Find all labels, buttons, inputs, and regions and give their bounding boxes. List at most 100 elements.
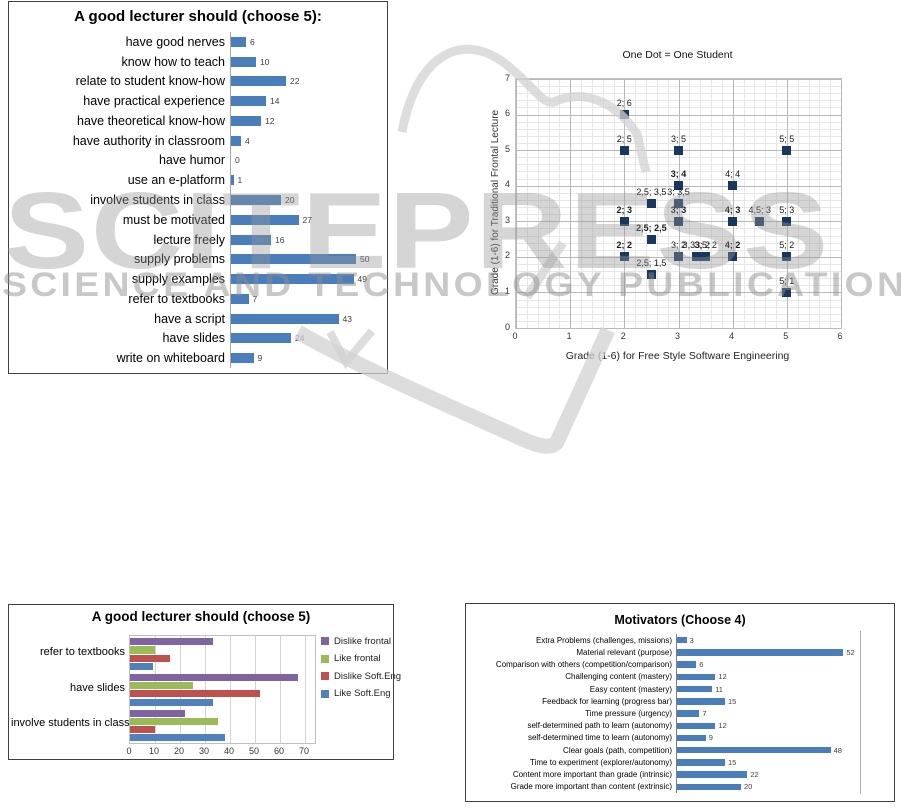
gridline-minor-v <box>808 79 810 328</box>
bar <box>231 175 234 186</box>
x-tick-label: 40 <box>223 746 234 756</box>
point-label: 2; 3 <box>616 204 633 215</box>
category-label: Grade more important than content (extri… <box>510 782 672 792</box>
category-label: write on whiteboard <box>116 351 225 366</box>
gridline-v <box>155 636 156 743</box>
value-label: 4 <box>245 135 250 146</box>
bar-row: Grade more important than content (extri… <box>472 780 888 794</box>
bar-track: 22 <box>676 768 888 781</box>
bar-track: 15 <box>676 695 888 708</box>
category-label: have humor <box>158 153 225 168</box>
value-label: 3 <box>689 635 694 645</box>
point-label: 3; 5 <box>670 133 686 144</box>
value-label: 7 <box>252 293 258 304</box>
bar <box>231 135 241 146</box>
legend-swatch <box>321 637 329 645</box>
gridline-major-v <box>570 79 572 328</box>
scatter-point <box>646 270 656 280</box>
scatter-point <box>691 252 701 262</box>
point-label: 4; 2 <box>724 240 741 251</box>
point-label: 2,5; 2,5 <box>636 222 667 233</box>
category-label: use an e-platform <box>127 173 225 188</box>
bar <box>130 662 153 670</box>
bar-track: 20 <box>676 780 888 794</box>
gridline-minor-v <box>548 79 550 328</box>
bar-row: self-determined time to learn (autonomy)… <box>472 731 888 745</box>
category-label: involve students in class <box>90 193 225 207</box>
legend-item: Like frontal <box>321 653 401 664</box>
value-label: 12 <box>718 721 727 731</box>
point-label: 5; 3 <box>779 204 795 215</box>
point-label: 4; 4 <box>725 169 741 180</box>
bar-row: have theoretical know-how 12 <box>13 111 379 131</box>
bar-track: 12 <box>676 670 888 683</box>
gridline-major-v <box>624 79 626 328</box>
y-tick-label: 3 <box>504 214 510 225</box>
value-label: 24 <box>295 333 305 344</box>
x-tick-label: 4 <box>729 331 735 341</box>
category-label: have theoretical know-how <box>77 113 225 128</box>
category-label: have authority in classroom <box>72 133 225 148</box>
legend-swatch <box>321 672 329 680</box>
chart2-plot-area: 2; 6 2; 5 3; 5 5; 5 3; 4 4; 4 2,5; 3,5 3; 3,5 2;… <box>515 78 842 329</box>
bar-track: 7 <box>230 288 379 309</box>
gridline-minor-v <box>721 79 723 328</box>
category-label: have practical experience <box>83 94 225 109</box>
bar-row: Time to experiment (explorer/autonomy) 15 <box>472 756 888 769</box>
category-label: Challenging content (mastery) <box>565 672 672 682</box>
scatter-point <box>619 252 629 262</box>
scatter-point <box>646 234 656 244</box>
chart4-plot-area: Extra Problems (challenges, missions) 3 Ma… <box>472 634 888 794</box>
bar-track: 50 <box>230 249 379 270</box>
legend-item: Like Soft.Eng <box>321 688 401 699</box>
bar-track: 9 <box>230 348 379 369</box>
gridline-v <box>305 636 306 743</box>
bar-track: 22 <box>230 71 379 92</box>
bar-row: Clear goals (path, competition) 48 <box>472 744 888 757</box>
bar <box>130 725 155 734</box>
point-label: 3; 4 <box>670 169 687 180</box>
gridline-minor-v <box>602 79 604 328</box>
bar-row: supply problems 50 <box>13 249 379 270</box>
bar-row: Feedback for learning (progress bar) 15 <box>472 695 888 708</box>
scatter-point <box>782 145 792 155</box>
bar-track: 0 <box>230 150 379 171</box>
value-label: 9 <box>708 733 713 743</box>
x-tick-label: 2 <box>620 331 626 341</box>
gridline-minor-v <box>656 79 658 328</box>
bar <box>130 682 193 690</box>
point-label: 3; 3 <box>670 204 687 215</box>
scatter-point <box>728 181 738 191</box>
point-label: 5; 1 <box>779 275 795 286</box>
scatter-point <box>728 216 738 226</box>
bar <box>677 746 831 754</box>
bar-track: 12 <box>230 111 379 131</box>
x-tick-label: 1 <box>566 331 572 341</box>
value-label: 1 <box>237 175 243 186</box>
chart3-legend: Dislike frontal Like frontal Dislike Soft.… <box>321 636 401 706</box>
chart4-plot-right-border <box>860 631 861 794</box>
x-tick-label: 70 <box>298 746 309 756</box>
gridline-v <box>280 636 281 743</box>
bar-row: Comparison with others (competition/comp… <box>472 658 888 671</box>
y-tick-label: 1 <box>504 285 510 296</box>
category-label: have good nerves <box>125 34 225 49</box>
bar-track: 6 <box>676 658 888 671</box>
x-tick-label: 50 <box>248 746 259 756</box>
bar <box>231 56 256 67</box>
value-label: 14 <box>270 96 280 107</box>
gridline-v <box>255 636 256 743</box>
gridline-minor-v <box>689 79 691 328</box>
bar-row: supply examples 49 <box>13 269 379 289</box>
category-label: Time pressure (urgency) <box>585 709 672 719</box>
bar <box>231 115 261 126</box>
category-label: self-determined time to learn (autonomy) <box>527 733 672 743</box>
bar <box>677 783 741 791</box>
value-label: 16 <box>275 234 285 245</box>
bar-row: Content more important than grade (intri… <box>472 768 888 781</box>
bar <box>677 734 706 742</box>
value-label: 11 <box>715 684 723 694</box>
x-tick-label: 30 <box>198 746 209 756</box>
chart-motivators: Motivators (Choose 4) Extra Problems (ch… <box>465 603 895 802</box>
